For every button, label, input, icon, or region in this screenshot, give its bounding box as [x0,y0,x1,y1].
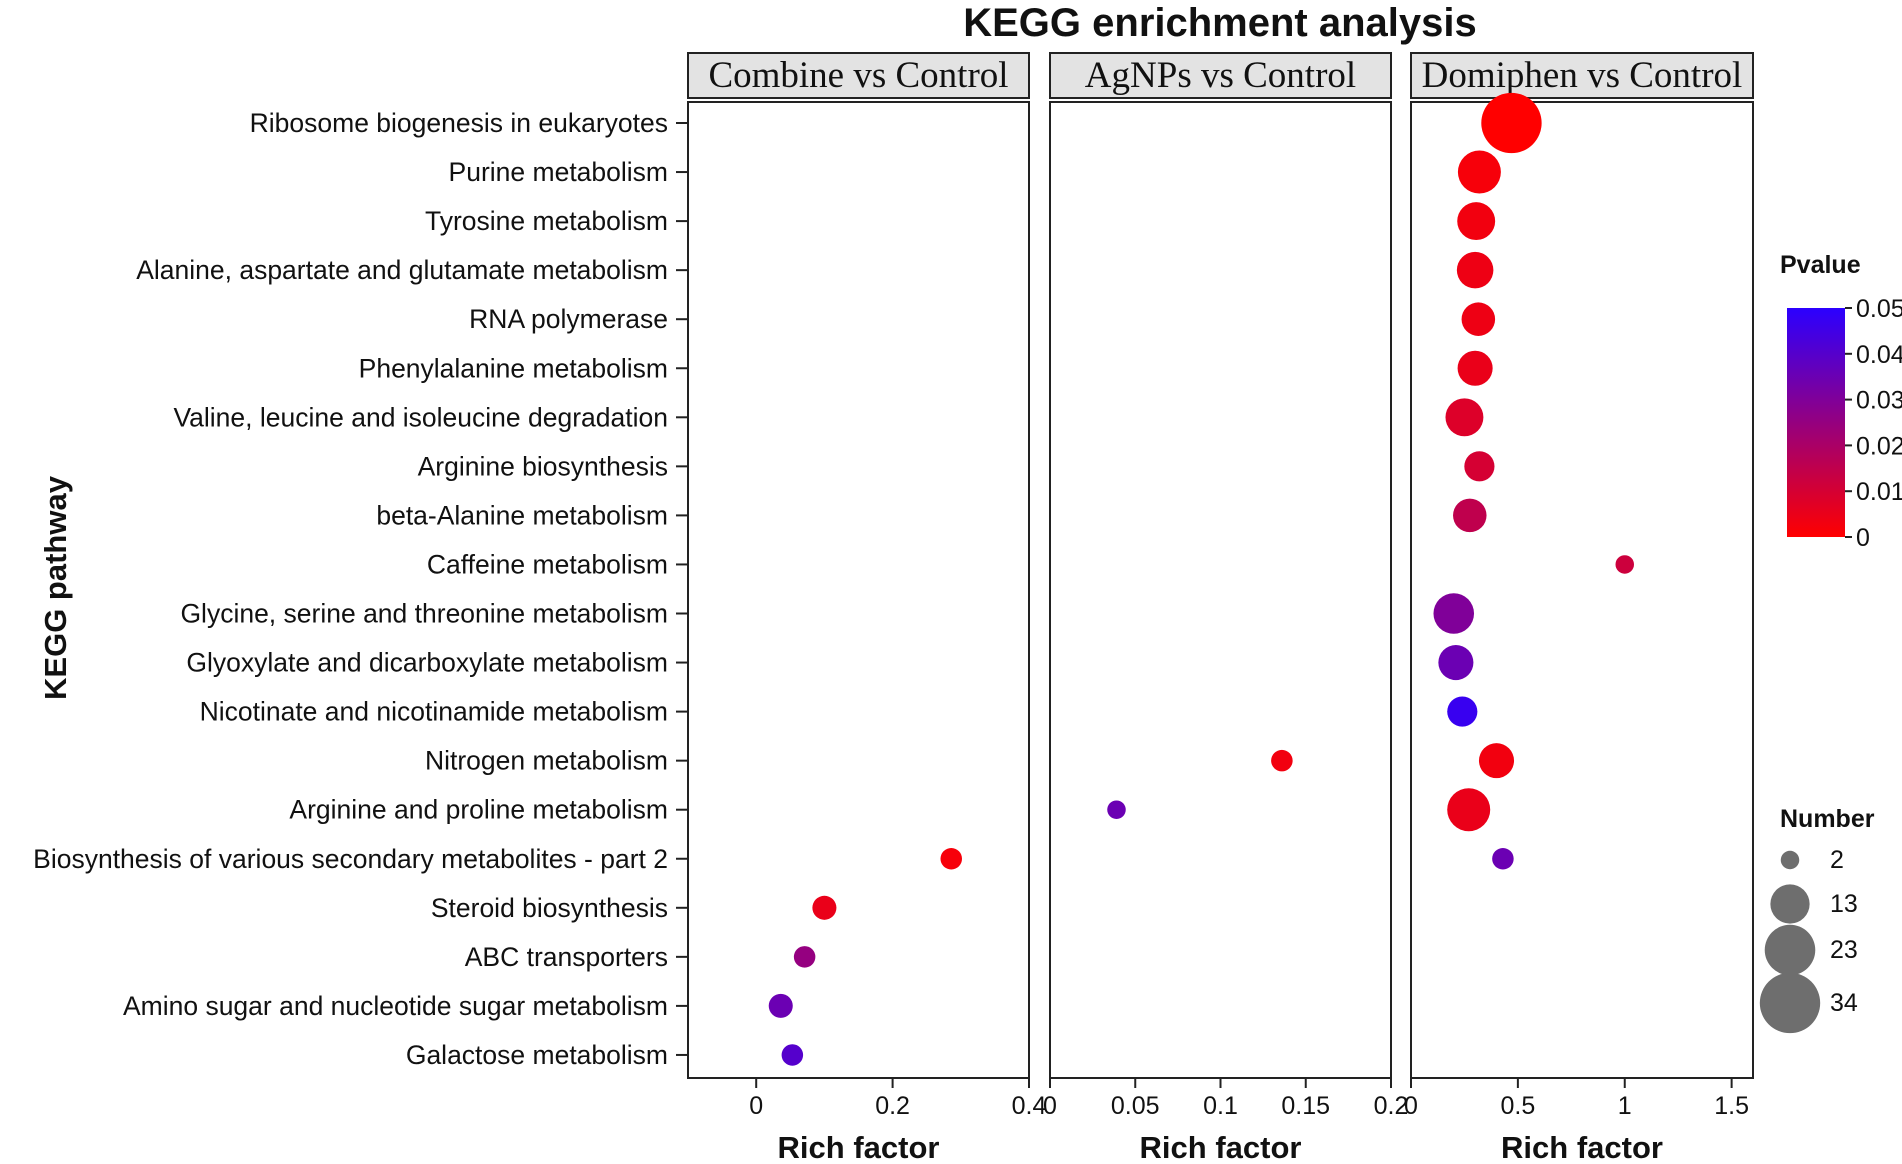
number-legend-items: 2 13 23 34 [1759,846,1858,1034]
pathway-label: Phenylalanine metabolism [359,353,668,383]
x-tick-label: 0 [1404,1092,1418,1120]
facet-strip-label: Domiphen vs Control [1422,55,1743,96]
number-legend-label: 13 [1830,890,1858,918]
pathway-label: Tyrosine metabolism [425,206,668,236]
facet-panel: AgNPs vs Control 0 0.05 0.1 0.15 0.2 Rich fact… [1043,52,1409,1164]
pathway-label: Galactose metabolism [406,1040,668,1070]
x-tick-label: 0 [1043,1092,1057,1120]
data-point [1438,645,1474,681]
x-axis-title: Rich factor [1140,1130,1302,1164]
number-legend-title: Number [1780,805,1875,833]
data-point [1107,800,1126,819]
x-tick-label: 0.2 [1374,1092,1409,1120]
data-point [812,895,837,920]
pathway-label: RNA polymerase [469,304,668,334]
pathway-labels: Ribosome biogenesis in eukaryotes Purine … [33,108,668,1070]
x-tick-label: 0.15 [1281,1092,1330,1120]
x-tick-label: 0 [749,1092,763,1120]
data-point [1447,788,1491,832]
x-tick-label: 0.1 [1203,1092,1238,1120]
data-point [1492,847,1514,870]
pathway-label: Valine, leucine and isoleucine degradati… [173,402,668,432]
facet-frame [1049,101,1392,1079]
pathway-label: Arginine and proline metabolism [289,795,668,825]
x-tick-label: 1 [1618,1092,1632,1120]
x-tick-label: 0.05 [1111,1092,1160,1120]
pathway-label: Ribosome biogenesis in eukaryotes [250,108,668,138]
pathway-label: Alanine, aspartate and glutamate metabol… [136,255,668,285]
facet-strip-label: AgNPs vs Control [1085,55,1356,96]
y-axis-title: KEGG pathway [38,475,73,700]
data-point [1271,749,1293,772]
facet-frame [687,101,1030,1079]
pathway-label: Glyoxylate and dicarboxylate metabolism [186,648,668,678]
number-legend-dot [1780,850,1800,870]
facet-strip [1049,52,1392,99]
colorbar-tick-label: 0.03 [1856,387,1902,415]
data-point [1457,350,1493,386]
pvalue-colorbar-ticks: 0 0.01 0.02 0.03 0.04 0.05 [1845,295,1902,552]
pathway-label: Biosynthesis of various secondary metabo… [33,844,668,874]
data-point [940,847,963,870]
facet-panel: Combine vs Control 0 0.2 0.4 Rich factor [676,52,1047,1164]
number-legend-label: 2 [1830,846,1844,874]
data-point [1453,498,1487,533]
colorbar-tick-label: 0 [1856,524,1870,552]
pvalue-legend-title: Pvalue [1780,251,1861,279]
x-tick-label: 0.5 [1500,1092,1535,1120]
number-legend-dot [1759,972,1821,1034]
colorbar-tick-label: 0.02 [1856,432,1902,460]
pathway-label: Purine metabolism [449,157,668,187]
data-point [1478,743,1515,779]
data-point [1457,150,1501,194]
number-legend-label: 34 [1830,989,1858,1017]
x-axis-title: Rich factor [1501,1130,1663,1164]
pathway-label: ABC transporters [465,942,668,972]
pathway-label: Nicotinate and nicotinamide metabolism [200,697,668,727]
number-legend-dot [1770,884,1810,924]
pvalue-legend: Pvalue 0 0.01 0.02 0.03 0.04 0.05 [1780,251,1902,552]
pathway-label: Glycine, serine and threonine metabolism [180,599,668,629]
data-point [768,993,793,1018]
number-legend: Number 2 13 23 34 [1759,805,1875,1034]
data-point [793,946,816,968]
number-legend-label: 23 [1830,936,1858,964]
facet-strip [687,52,1030,99]
colorbar-tick-label: 0.01 [1856,478,1902,506]
x-axis-title: Rich factor [778,1130,940,1164]
data-point [1456,251,1494,289]
data-point [1461,302,1496,336]
data-point [1615,555,1634,574]
pathway-label: Arginine biosynthesis [418,451,668,481]
facet-panel: Domiphen vs Control 0 0.5 1 1.5 Rich factor [1404,52,1754,1164]
facet-frame [1410,101,1754,1079]
data-point [1433,593,1475,634]
pathway-label: Amino sugar and nucleotide sugar metabol… [123,991,668,1021]
colorbar-tick-label: 0.05 [1856,295,1902,323]
x-tick-label: 0.2 [875,1092,910,1120]
data-point [1464,451,1495,482]
data-point [1447,696,1478,727]
number-legend-dot [1764,924,1816,976]
data-point [1457,202,1496,241]
chart-title: KEGG enrichment analysis [963,1,1477,45]
pathway-label: Nitrogen metabolism [425,746,668,776]
x-tick-label: 0.4 [1012,1092,1047,1120]
facet-strip [1410,52,1754,99]
data-point [1445,398,1484,437]
pathway-label: Caffeine metabolism [427,549,668,579]
data-point [1481,92,1542,154]
x-tick-label: 1.5 [1714,1092,1749,1120]
data-point [781,1044,804,1066]
pvalue-colorbar [1787,308,1845,537]
colorbar-tick-label: 0.04 [1856,341,1902,369]
facet-strip-label: Combine vs Control [708,55,1008,96]
pathway-label: beta-Alanine metabolism [376,500,668,530]
pathway-label: Steroid biosynthesis [431,893,668,923]
